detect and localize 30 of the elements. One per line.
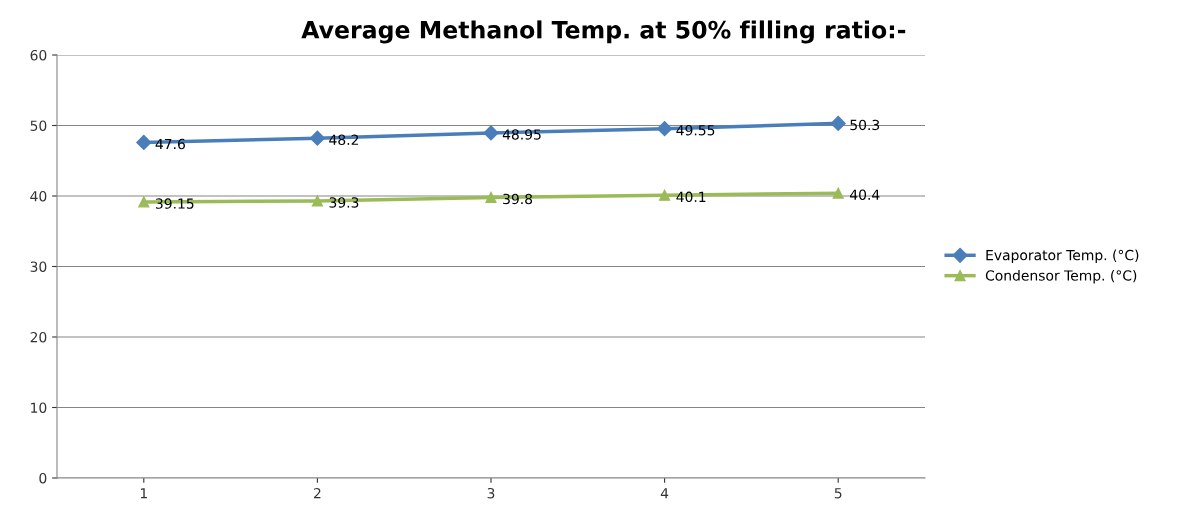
x-tick-label: 5 — [834, 488, 842, 499]
data-label: 40.1 — [676, 191, 706, 203]
legend-label: Evaporator Temp. (°C) — [986, 249, 1139, 264]
point — [830, 115, 846, 131]
point — [485, 191, 497, 203]
y-tick-label: 60 — [30, 49, 47, 61]
point — [136, 134, 152, 150]
point — [832, 187, 844, 199]
x-tick-label: 2 — [314, 487, 321, 499]
y-tick-label: 50 — [30, 120, 47, 131]
point — [483, 125, 499, 141]
y-tick-label: 30 — [30, 261, 47, 272]
point — [657, 121, 673, 137]
x-tick-label: 1 — [140, 488, 147, 499]
data-label: 39.15 — [155, 198, 194, 209]
y-tick-label: 20 — [30, 331, 47, 343]
y-tick-label: 10 — [31, 402, 47, 413]
x-tick-label: 3 — [487, 487, 495, 499]
point — [309, 130, 325, 146]
point — [659, 189, 671, 201]
y-tick-label: 40 — [30, 190, 47, 202]
point — [138, 196, 150, 208]
y-tick-label: 0 — [39, 472, 47, 484]
x-tick-label: 4 — [660, 488, 669, 499]
data-label: 39.8 — [503, 193, 533, 205]
legend-label: Condensor Temp. (°C) — [985, 269, 1137, 284]
chart-title: Average Methanol Temp. at 50% filling ratio:- — [301, 20, 906, 44]
data-label: 40.4 — [849, 189, 880, 200]
data-label: 50.3 — [850, 119, 880, 131]
point — [311, 195, 323, 207]
